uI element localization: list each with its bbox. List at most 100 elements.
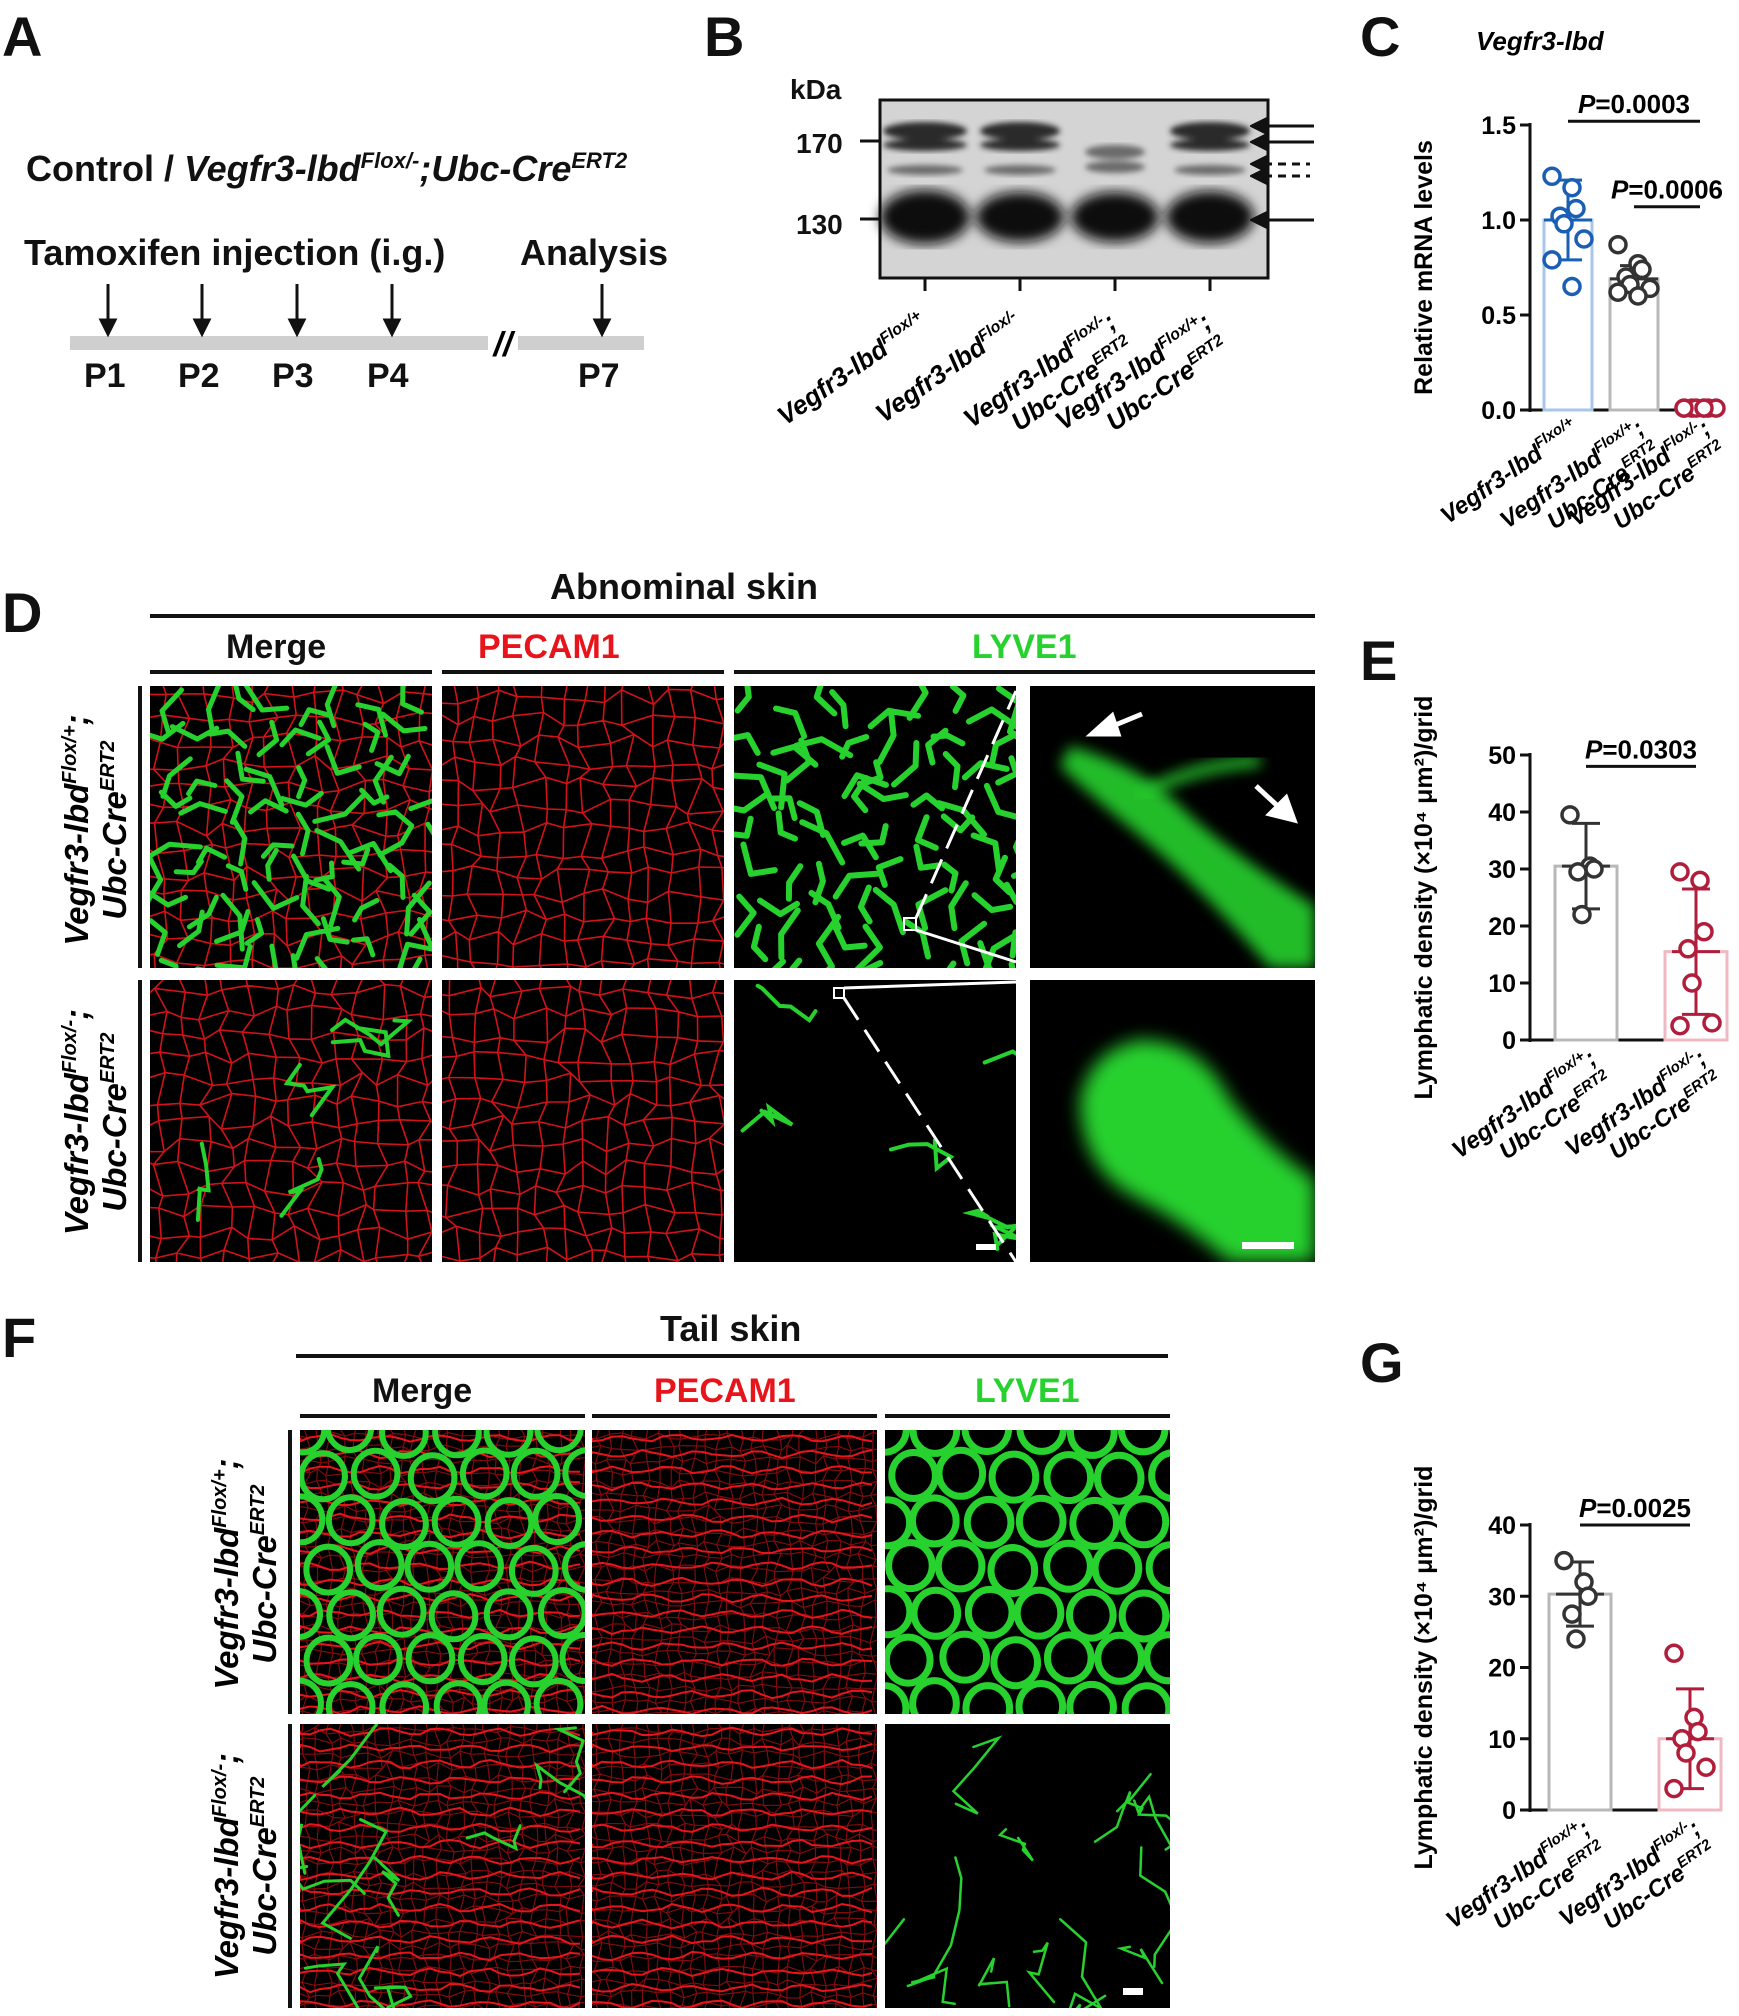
panel-f-col-merge: Merge: [372, 1372, 473, 1410]
lyve1-zoom-branch: [1137, 756, 1261, 801]
zoom-line-bottom: [842, 997, 1016, 1262]
f-ctrl-lyve1-image: [885, 1430, 1170, 1714]
panel-label-d: D: [2, 581, 43, 644]
d-ctrl-pecam1-image: [442, 686, 724, 968]
f-ko-pecam1-image: [592, 1724, 877, 2008]
data-point: [1562, 276, 1582, 297]
data-point: [1562, 1604, 1582, 1624]
data-point: [1572, 904, 1592, 925]
zoom-line-bottom: [915, 928, 1016, 964]
svg-text:Ubc-CreERT2: Ubc-CreERT2: [246, 1484, 283, 1663]
y-axis-label: Lymphatic density (×10⁴ μm²)/grid: [1410, 1466, 1438, 1870]
header-sup1: Flox/-: [360, 148, 420, 173]
lyve1-sparse-vessels: [300, 1724, 585, 2008]
x-tick-label: Vegfr3-lbdFlox/+;Ubc-CreERT2: [1447, 1045, 1611, 1165]
lyve1-zoom-vessel: [1060, 746, 1315, 968]
data-point: [1696, 1757, 1716, 1777]
data-point: [1566, 198, 1586, 219]
data-point: [1608, 234, 1628, 255]
bar: [1547, 1592, 1613, 1812]
panel-f-title: Tail skin: [660, 1308, 802, 1349]
day-p1: P1: [84, 357, 126, 395]
panel-f-row-label-1: Vegfr3-lbdFlox/+; Ubc-CreERT2: [208, 1458, 283, 1689]
panel-f-row-bar-1: [288, 1430, 292, 1714]
day-p4: P4: [367, 357, 409, 395]
d-ctrl-lyve1-zoom-image: [1030, 686, 1315, 968]
f-ko-lyve1-image: [885, 1724, 1170, 2008]
data-point: [1566, 1629, 1586, 1649]
panel-f-col-bar-merge: [300, 1414, 585, 1418]
timeline-break: //: [492, 326, 516, 364]
panel-d-title-bar: [150, 614, 1315, 618]
chart-title: Vegfr3-lbd: [1476, 26, 1605, 56]
y-tick-label: 20: [1488, 913, 1516, 941]
svg-text:Vegfr3-lbdFlox/-;: Vegfr3-lbdFlox/-;: [58, 1009, 95, 1235]
zoom-line-top: [914, 690, 1016, 919]
data-point: [1608, 282, 1628, 302]
x-tick-label: Vegfr3-lbdFlox/+;Ubc-CreERT2: [1441, 1815, 1605, 1935]
panel-label-c: C: [1360, 5, 1401, 68]
data-point: [1670, 862, 1690, 882]
data-point: [1542, 250, 1562, 270]
data-point: [1664, 1778, 1684, 1799]
zoom-box: [903, 917, 917, 931]
data-point: [1690, 870, 1710, 891]
data-point: [1674, 398, 1694, 418]
lyve1-sparse-vessels: [195, 1017, 414, 1222]
f-ctrl-pecam1-image: [592, 1430, 877, 1714]
pecam-mesh: [442, 980, 724, 1262]
d-ctrl-lyve1-image: [734, 686, 1016, 968]
data-point: [1632, 259, 1652, 280]
y-tick-label: 30: [1488, 856, 1516, 884]
data-point: [1574, 229, 1594, 249]
data-point: [1676, 1743, 1696, 1763]
header-gene: Vegfr3-lbd: [183, 148, 361, 189]
y-tick-label: 20: [1488, 1655, 1516, 1683]
lyve1-sparse-vessels: [885, 1735, 1170, 2008]
lyve1-honeycomb: [885, 1430, 1170, 1714]
data-point: [1568, 862, 1588, 882]
day-p7: P7: [578, 357, 620, 395]
timeline-diagram: //: [70, 284, 644, 364]
pecam-mesh: [442, 686, 724, 968]
panel-f-col-pecam1: PECAM1: [654, 1372, 796, 1410]
analysis-label: Analysis: [520, 232, 669, 273]
marker-130: 130: [796, 209, 843, 240]
pecam-mesh: [150, 980, 432, 1262]
y-tick-label: 40: [1488, 799, 1516, 827]
y-tick-label: 10: [1488, 1726, 1516, 1754]
lyve1-sparse-vessels: [740, 983, 1016, 1251]
chart-g: Lymphatic density (×10⁴ μm²)/grid 0 10 20 30…: [1410, 1466, 1723, 1935]
panel-d-title: Abnominal skin: [550, 566, 819, 607]
scale-bar: [976, 1244, 996, 1250]
svg-text:Vegfr3-lbdFlox/+;: Vegfr3-lbdFlox/+;: [58, 714, 95, 945]
panel-f-col-lyve1: LYVE1: [975, 1372, 1080, 1410]
panel-d-col-lyve1: LYVE1: [972, 628, 1077, 666]
y-tick-label: 1.5: [1481, 112, 1516, 140]
data-point: [1678, 939, 1698, 959]
data-point: [1694, 398, 1714, 418]
data-point: [1584, 859, 1604, 879]
d-ko-pecam1-image: [442, 980, 724, 1262]
blot-lane-labels: Vegfr3-lbdFlox/+ Vegfr3-lbdFlox/- Vegfr3…: [771, 306, 1226, 436]
y-axis-label: Relative mRNA levels: [1410, 140, 1438, 395]
p-value-label: P=0.0025: [1579, 1493, 1691, 1523]
panel-f-row-bar-2: [288, 1724, 292, 2008]
panel-label-g: G: [1360, 1331, 1404, 1394]
data-point: [1562, 177, 1582, 198]
blot-unit: kDa: [790, 74, 842, 105]
panel-d-col-bar-pecam1: [442, 670, 724, 674]
y-tick-label: 1.0: [1481, 207, 1516, 235]
f-ctrl-merge-image: [300, 1430, 585, 1714]
y-tick-label: 0.0: [1481, 397, 1516, 425]
panel-f-title-bar: [296, 1354, 1168, 1358]
svg-text:Ubc-CreERT2: Ubc-CreERT2: [246, 1776, 283, 1955]
lyve1-network: [150, 686, 432, 968]
svg-text:Vegfr3-lbdFlox/+;: Vegfr3-lbdFlox/+;: [208, 1458, 245, 1689]
lyve1-network: [734, 686, 1016, 968]
p-value-label: P=0.0003: [1578, 89, 1690, 119]
panel-f-col-bar-lyve1: [885, 1414, 1170, 1418]
blot-arrows: [1250, 116, 1314, 230]
panel-d-col-merge: Merge: [226, 628, 327, 666]
panel-d-row-label-2: Vegfr3-lbdFlox/-; Ubc-CreERT2: [58, 1009, 133, 1235]
